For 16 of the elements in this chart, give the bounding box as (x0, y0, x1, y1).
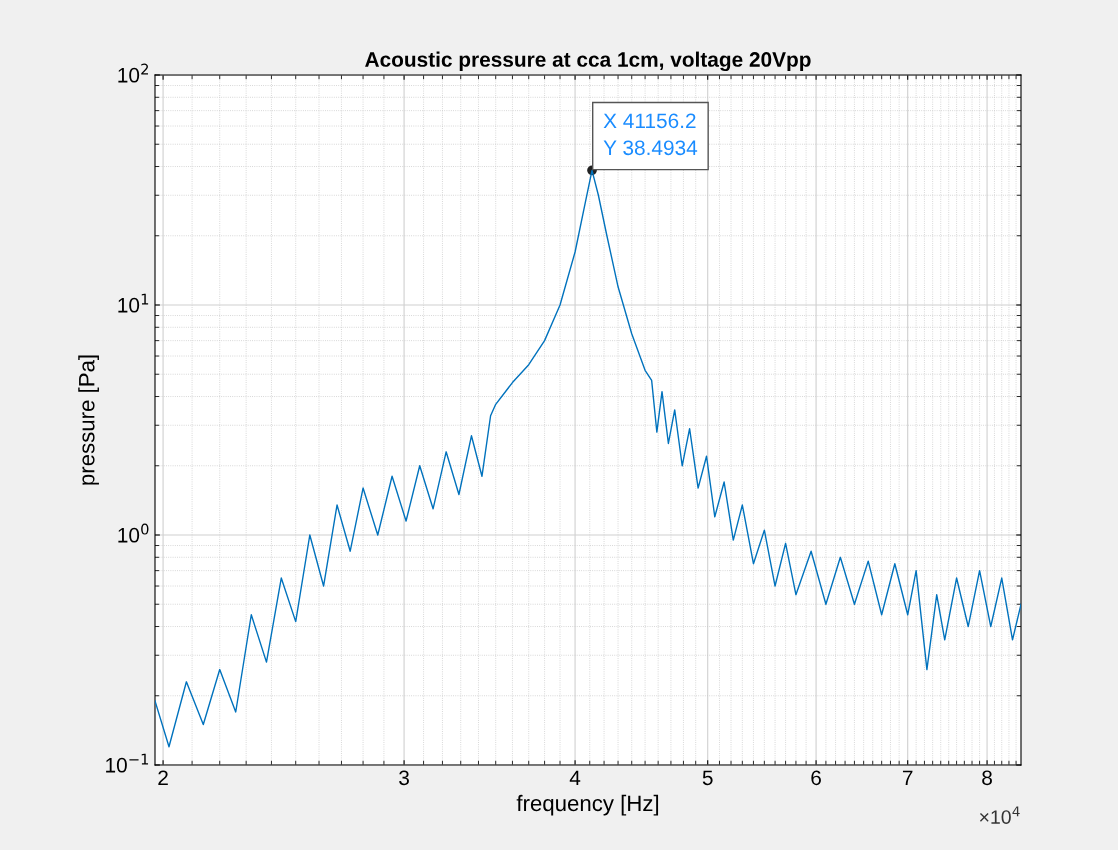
y-tick-label: 10$^{0}$ (118, 523, 149, 543)
x-tick-label: 8 (982, 770, 992, 786)
y-tick-label: 10$^{2}$ (118, 63, 148, 83)
x-tick-label: 6 (811, 770, 821, 786)
x-tick-label: 4 (569, 770, 581, 785)
x-tick-label: 7 (902, 770, 913, 785)
text: ×10$^{4}$ (979, 806, 1020, 824)
y-axis-title: pressure [Pa] (78, 355, 99, 485)
x-tick-label: 3 (399, 770, 409, 786)
x-tick-label: 5 (702, 770, 713, 786)
y-tick-label: 10$^{1}$ (118, 293, 149, 313)
chart-title: Acoustic pressure at cca 1cm, voltage 20Vpp (365, 51, 811, 72)
x-tick-label: 2 (158, 770, 168, 785)
annotation: X 41156.2 Y 38.4934 (603, 113, 698, 156)
x-axis-title: frequency [Hz] (516, 794, 659, 816)
y-tick-label: 10$^{−1}$ (106, 753, 149, 773)
